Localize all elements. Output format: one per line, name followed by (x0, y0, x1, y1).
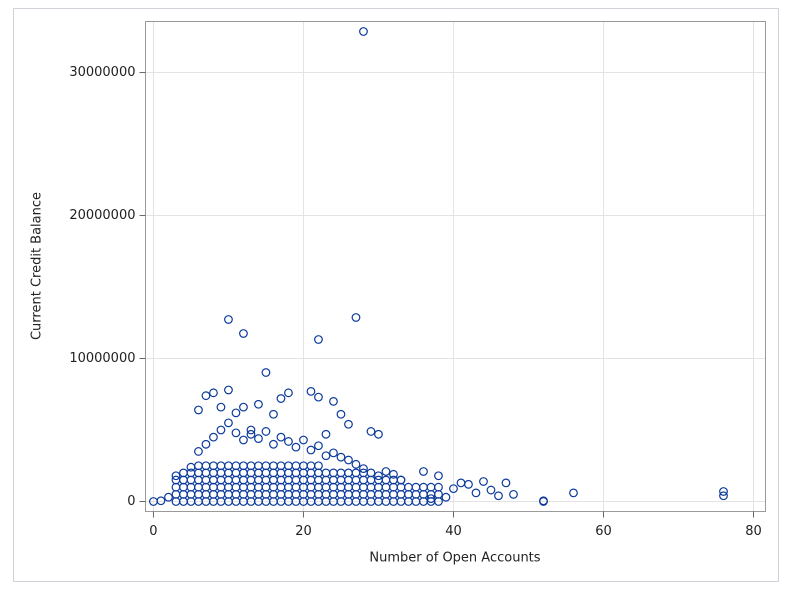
point (269, 439, 278, 449)
x-tick-label: 20 (295, 524, 312, 539)
point (336, 452, 346, 462)
x-tick-label: 0 (149, 524, 157, 539)
point (224, 315, 233, 324)
point (276, 394, 286, 403)
point (239, 435, 248, 445)
point (201, 391, 211, 401)
point (359, 27, 368, 36)
point (426, 494, 436, 504)
point (359, 464, 368, 474)
point (261, 427, 271, 436)
point (306, 386, 316, 396)
outer-frame (13, 8, 779, 582)
point (719, 491, 728, 501)
point (374, 429, 383, 439)
point (314, 461, 323, 471)
point (329, 397, 338, 406)
point (464, 479, 473, 489)
points (149, 27, 728, 506)
point (156, 496, 166, 506)
y-tick-label: 20000000 (69, 208, 135, 223)
point (254, 399, 263, 409)
point (269, 409, 278, 419)
point (381, 467, 391, 476)
point (224, 385, 233, 395)
point (276, 432, 286, 442)
point (314, 392, 323, 402)
point (351, 459, 361, 469)
point (351, 313, 361, 322)
point (539, 497, 548, 506)
point (224, 418, 233, 428)
x-tick-label: 40 (445, 524, 462, 539)
point (186, 462, 196, 472)
point (494, 491, 503, 501)
point (321, 451, 331, 461)
grid (145, 21, 766, 512)
y-tick-label: 0 (127, 494, 135, 509)
point (261, 368, 271, 377)
point (164, 492, 173, 502)
point (501, 478, 511, 488)
point (231, 428, 241, 438)
point (479, 477, 488, 486)
point (231, 408, 241, 418)
point (254, 434, 263, 443)
point (486, 485, 496, 495)
point (434, 482, 443, 492)
point (171, 471, 181, 481)
y-tick-label: 10000000 (69, 351, 135, 366)
point (314, 441, 323, 451)
point (471, 488, 481, 498)
point (299, 435, 308, 445)
point (201, 439, 211, 449)
point (216, 425, 226, 435)
point (374, 471, 383, 481)
point (209, 432, 218, 442)
point (569, 488, 578, 498)
point (441, 492, 451, 502)
point (344, 419, 353, 429)
point (366, 468, 376, 478)
plot-frame (145, 21, 766, 512)
point (396, 475, 406, 485)
y-tick-label: 30000000 (69, 65, 135, 80)
point (366, 427, 376, 436)
point (509, 489, 518, 499)
x-axis-label: Number of Open Accounts (369, 551, 540, 566)
point (246, 429, 256, 439)
point (284, 388, 293, 398)
point (389, 469, 398, 479)
point (314, 335, 323, 344)
point (239, 329, 248, 338)
point (434, 471, 443, 481)
point (719, 487, 728, 496)
point (194, 447, 203, 456)
point (246, 425, 256, 435)
point (291, 442, 301, 452)
point (419, 467, 428, 476)
point (209, 388, 218, 398)
point (336, 409, 346, 419)
point (321, 429, 331, 439)
y-axis-label: Current Credit Balance (30, 192, 45, 340)
point (239, 402, 248, 412)
point (329, 448, 338, 458)
x-tick-label: 80 (745, 524, 762, 539)
point (344, 455, 353, 465)
point (216, 402, 226, 412)
point (449, 484, 458, 494)
point (306, 445, 316, 455)
x-tick-label: 60 (595, 524, 612, 539)
point (284, 437, 293, 446)
point (194, 405, 203, 415)
